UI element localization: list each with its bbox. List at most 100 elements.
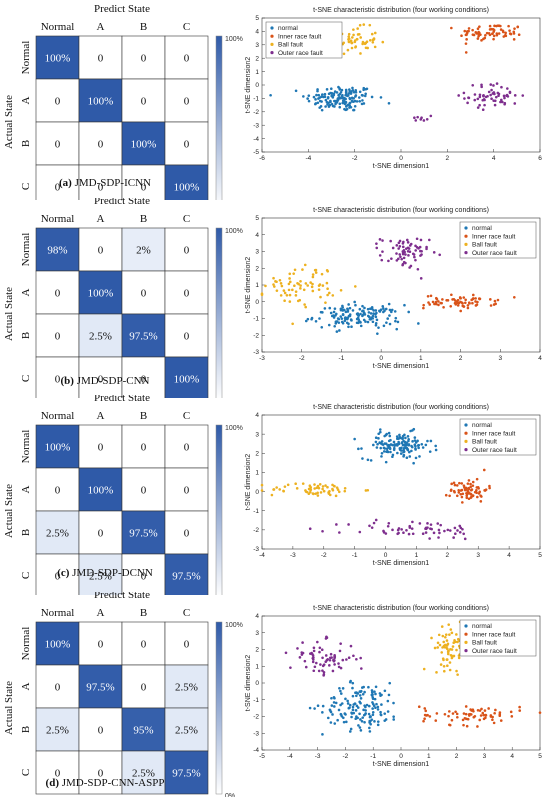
scatter-point xyxy=(354,89,358,92)
row-class-label: A xyxy=(20,682,32,690)
scatter-point xyxy=(464,42,468,45)
scatter-point xyxy=(304,319,308,323)
scatter-point xyxy=(331,669,335,673)
scatter-point xyxy=(447,714,450,718)
scatter-point xyxy=(451,712,455,715)
scatter-point xyxy=(351,86,354,90)
scatter-point xyxy=(501,29,505,33)
scatter-point xyxy=(374,309,378,312)
scatter-point xyxy=(437,633,441,637)
scatter-point xyxy=(480,707,483,711)
scatter-point xyxy=(387,302,391,306)
scatter-point xyxy=(294,294,298,297)
scatter-point xyxy=(367,712,371,716)
scatter-point xyxy=(357,724,360,727)
scatter-point xyxy=(451,645,455,648)
scatter-point xyxy=(379,713,383,716)
scatter-point xyxy=(440,651,444,654)
scatter-point xyxy=(354,303,357,307)
tsne-title: t-SNE characteristic distribution (four … xyxy=(313,7,489,14)
scatter-point xyxy=(323,307,327,310)
scatter-point xyxy=(351,681,355,685)
scatter-point xyxy=(457,94,460,97)
scatter-point xyxy=(498,714,502,717)
matrix-cell xyxy=(164,356,209,401)
scatter-point xyxy=(357,447,360,451)
legend-marker xyxy=(464,423,468,427)
scatter-point xyxy=(453,526,457,530)
scatter-point xyxy=(441,646,444,649)
scatter-point xyxy=(369,307,372,311)
x-tick-label: 1 xyxy=(427,753,431,760)
scatter-point xyxy=(351,694,355,698)
scatter-point xyxy=(311,289,315,293)
matrix-cell xyxy=(35,313,80,358)
scatter-point xyxy=(294,482,297,486)
scatter-point xyxy=(371,41,375,44)
colorbar xyxy=(215,35,223,209)
scatter-point xyxy=(467,487,471,491)
scatter-point xyxy=(312,646,316,650)
scatter-point xyxy=(428,715,432,718)
scatter-point xyxy=(296,647,299,650)
scatter-point xyxy=(464,51,468,54)
scatter-point xyxy=(351,36,354,39)
scatter-point xyxy=(459,296,462,300)
scatter-point xyxy=(424,443,428,447)
scatter-point xyxy=(469,713,473,716)
scatter-point xyxy=(339,689,342,693)
scatter-point xyxy=(436,522,440,525)
x-tick-label: -3 xyxy=(290,552,296,559)
matrix-cell-value: 0 xyxy=(184,96,190,108)
scatter-point xyxy=(335,486,339,489)
scatter-point xyxy=(491,715,494,719)
scatter-point xyxy=(458,481,461,485)
scatter-point xyxy=(377,432,380,436)
scatter-point xyxy=(482,468,486,472)
scatter-point xyxy=(412,253,416,256)
scatter-point xyxy=(367,311,371,314)
scatter-point xyxy=(279,294,283,297)
scatter-point xyxy=(330,102,334,106)
y-tick-label: -3 xyxy=(253,349,259,356)
scatter-point xyxy=(381,239,384,242)
scatter-point xyxy=(465,33,468,37)
scatter-point xyxy=(332,316,336,319)
colorbar-bottom-label: 0% xyxy=(225,793,235,797)
scatter-point xyxy=(460,34,463,38)
scatter-point xyxy=(279,282,283,285)
scatter-point xyxy=(439,663,443,666)
scatter-point xyxy=(272,283,275,286)
matrix-cell-value: 0 xyxy=(141,682,147,694)
scatter-point xyxy=(476,708,480,712)
scatter-point xyxy=(474,31,478,34)
scatter-point xyxy=(370,32,374,36)
scatter-point xyxy=(333,105,336,108)
scatter-point xyxy=(464,301,467,305)
scatter-point xyxy=(371,702,375,706)
scatter-point xyxy=(348,703,352,707)
matrix-cell-value: 100% xyxy=(45,53,71,65)
scatter-point xyxy=(330,696,333,700)
scatter-point xyxy=(347,303,350,306)
x-tick-label: 4 xyxy=(538,355,542,362)
scatter-point xyxy=(413,116,416,120)
scatter-point xyxy=(321,311,324,314)
scatter-point xyxy=(355,694,358,698)
colorbar-top-label: 100% xyxy=(225,622,243,629)
scatter-point xyxy=(363,690,366,694)
scatter-point xyxy=(461,492,465,496)
scatter-point xyxy=(334,494,338,498)
scatter-point xyxy=(366,320,370,324)
scatter-point xyxy=(288,277,291,280)
scatter-point xyxy=(471,494,475,498)
scatter-point xyxy=(478,709,482,712)
scatter-point xyxy=(272,276,275,280)
scatter-point xyxy=(476,37,480,40)
scatter-point xyxy=(465,496,469,500)
scatter-point xyxy=(458,524,462,528)
scatter-point xyxy=(325,268,329,272)
scatter-point xyxy=(448,661,452,664)
scatter-point xyxy=(473,98,477,102)
scatter-point xyxy=(351,686,354,690)
